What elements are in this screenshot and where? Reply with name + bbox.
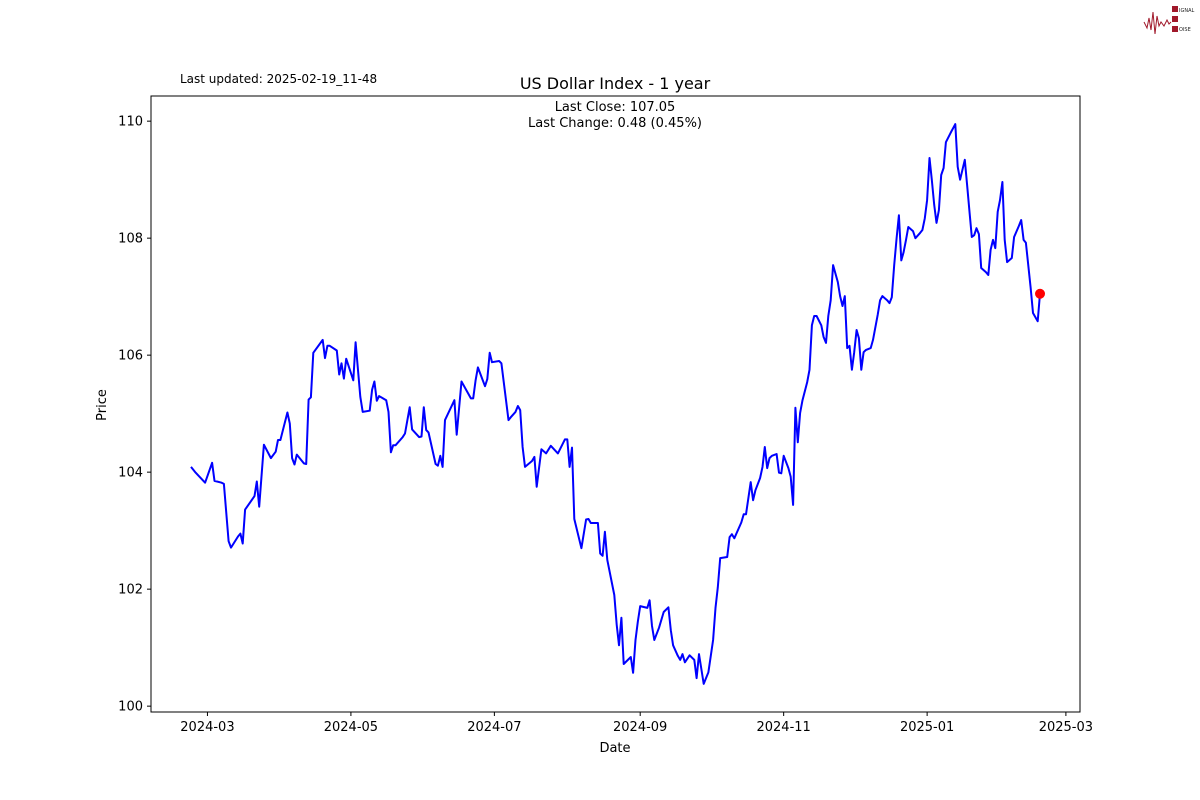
y-axis-label: Price (95, 389, 110, 421)
signal-2-noise-logo: IGNAL OISE (1143, 6, 1195, 35)
svg-text:IGNAL: IGNAL (1179, 8, 1195, 14)
last-change-annotation: Last Change: 0.48 (0.45%) (528, 116, 702, 131)
last-updated-text: Last updated: 2025-02-19_11-48 (180, 72, 377, 86)
last-close-annotation: Last Close: 107.05 (555, 100, 676, 115)
y-tick-label: 100 (118, 700, 143, 715)
x-tick-label: 2024-11 (756, 720, 810, 735)
y-tick-label: 110 (118, 115, 143, 130)
svg-text:OISE: OISE (1179, 27, 1191, 33)
x-tick-label: 2024-09 (613, 720, 667, 735)
y-tick-label: 108 (118, 232, 143, 247)
x-tick-label: 2025-03 (1039, 720, 1093, 735)
x-tick-label: 2024-07 (467, 720, 521, 735)
y-tick-label: 102 (118, 583, 143, 598)
x-tick-label: 2024-03 (180, 720, 234, 735)
chart-title: US Dollar Index - 1 year (520, 74, 711, 93)
y-tick-label: 104 (118, 466, 143, 481)
x-axis-label: Date (599, 741, 630, 756)
y-tick-label: 106 (118, 349, 143, 364)
x-tick-label: 2024-05 (324, 720, 378, 735)
series-line (190, 123, 1041, 685)
last-close-marker (1035, 288, 1046, 299)
x-tick-label: 2025-01 (900, 720, 954, 735)
